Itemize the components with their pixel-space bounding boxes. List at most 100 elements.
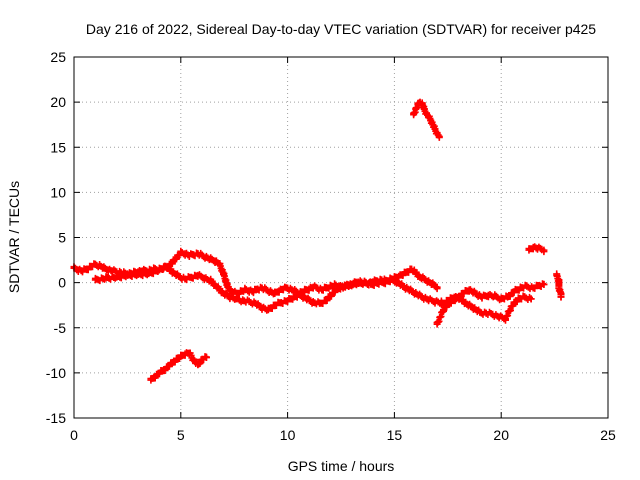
grid — [74, 57, 608, 418]
data-point — [412, 289, 420, 297]
data-point — [316, 299, 324, 307]
data-point — [328, 289, 336, 297]
data-point — [309, 298, 317, 306]
data-point — [198, 355, 206, 363]
data-point — [386, 277, 394, 285]
data-point — [194, 271, 202, 279]
data-point — [181, 275, 189, 283]
data-point — [335, 284, 343, 292]
data-point — [403, 268, 411, 276]
data-point — [254, 285, 262, 293]
data-point — [536, 281, 544, 289]
data-point — [177, 249, 185, 257]
data-point — [472, 289, 480, 297]
data-point — [258, 304, 266, 312]
x-tick-label: 20 — [493, 427, 509, 443]
data-point — [215, 260, 223, 268]
data-point — [540, 280, 548, 288]
data-point — [185, 349, 193, 357]
data-point — [476, 308, 484, 316]
data-point — [155, 369, 163, 377]
data-point — [275, 287, 283, 295]
data-point — [91, 261, 99, 269]
data-point — [164, 363, 172, 371]
data-point — [134, 271, 142, 279]
axis-ticks: 0 5 10 15 20 25 -15 -10 -5 0 5 10 15 20 25 — [46, 49, 616, 443]
data-point — [264, 306, 272, 314]
data-point — [516, 284, 524, 292]
data-point — [523, 282, 531, 290]
data-point — [155, 266, 163, 274]
y-axis-label: SDTVAR / TECUs — [6, 181, 22, 293]
y-tick-label: 15 — [50, 139, 66, 155]
data-point — [444, 297, 452, 305]
data-point — [555, 284, 563, 292]
data-point — [431, 298, 439, 306]
data-point — [123, 271, 131, 279]
data-point — [482, 309, 490, 317]
data-point — [521, 293, 529, 301]
data-point — [450, 293, 458, 301]
series-arc-short-high — [525, 243, 548, 256]
data-point — [252, 299, 260, 307]
data-point — [151, 372, 159, 380]
data-point — [162, 262, 170, 270]
data-point — [418, 100, 426, 108]
series-arc-main-lower — [91, 262, 445, 314]
data-point — [262, 286, 270, 294]
data-point — [198, 252, 206, 260]
data-point — [510, 288, 518, 296]
data-point — [437, 300, 445, 308]
series-arc-evening-peak — [410, 98, 443, 141]
data-point — [429, 280, 437, 288]
data-point — [190, 251, 198, 259]
data-point — [175, 272, 183, 280]
data-point — [322, 284, 330, 292]
data-point — [224, 283, 232, 291]
data-point — [87, 262, 95, 270]
chart-title: Day 216 of 2022, Sidereal Day-to-day VTE… — [86, 21, 596, 37]
series-arc-morning-dip — [147, 349, 210, 384]
data-point — [226, 293, 234, 301]
data-point — [245, 298, 253, 306]
data-point — [429, 121, 437, 129]
data-point — [271, 289, 279, 297]
data-point — [360, 279, 368, 287]
data-point — [367, 280, 375, 288]
data-point — [202, 253, 210, 261]
data-point — [457, 295, 465, 303]
data-point — [525, 246, 533, 254]
y-tick-label: 10 — [50, 184, 66, 200]
data-point — [348, 280, 356, 288]
data-point — [303, 295, 311, 303]
data-point — [491, 292, 499, 300]
data-point — [202, 354, 210, 362]
data-point — [207, 255, 215, 263]
data-point — [211, 257, 219, 265]
data-point — [553, 271, 561, 279]
data-point — [534, 244, 542, 252]
data-point — [418, 293, 426, 301]
data-point — [420, 275, 428, 283]
data-point — [395, 272, 403, 280]
data-point — [433, 283, 441, 291]
data-point — [258, 284, 266, 292]
y-tick-label: -5 — [54, 320, 67, 336]
data-point — [232, 295, 240, 303]
data-point — [160, 366, 168, 374]
data-point — [284, 284, 292, 292]
data-point — [469, 304, 477, 312]
data-point — [239, 297, 247, 305]
data-point — [220, 289, 228, 297]
data-point — [102, 274, 110, 282]
data-point — [380, 279, 388, 287]
data-point — [241, 286, 249, 294]
data-point — [296, 291, 304, 299]
data-point — [440, 306, 448, 314]
data-point — [427, 116, 435, 124]
data-point — [83, 265, 91, 273]
data-point — [527, 295, 535, 303]
data-point — [279, 285, 287, 293]
data-point — [168, 268, 176, 276]
data-point — [284, 297, 292, 305]
